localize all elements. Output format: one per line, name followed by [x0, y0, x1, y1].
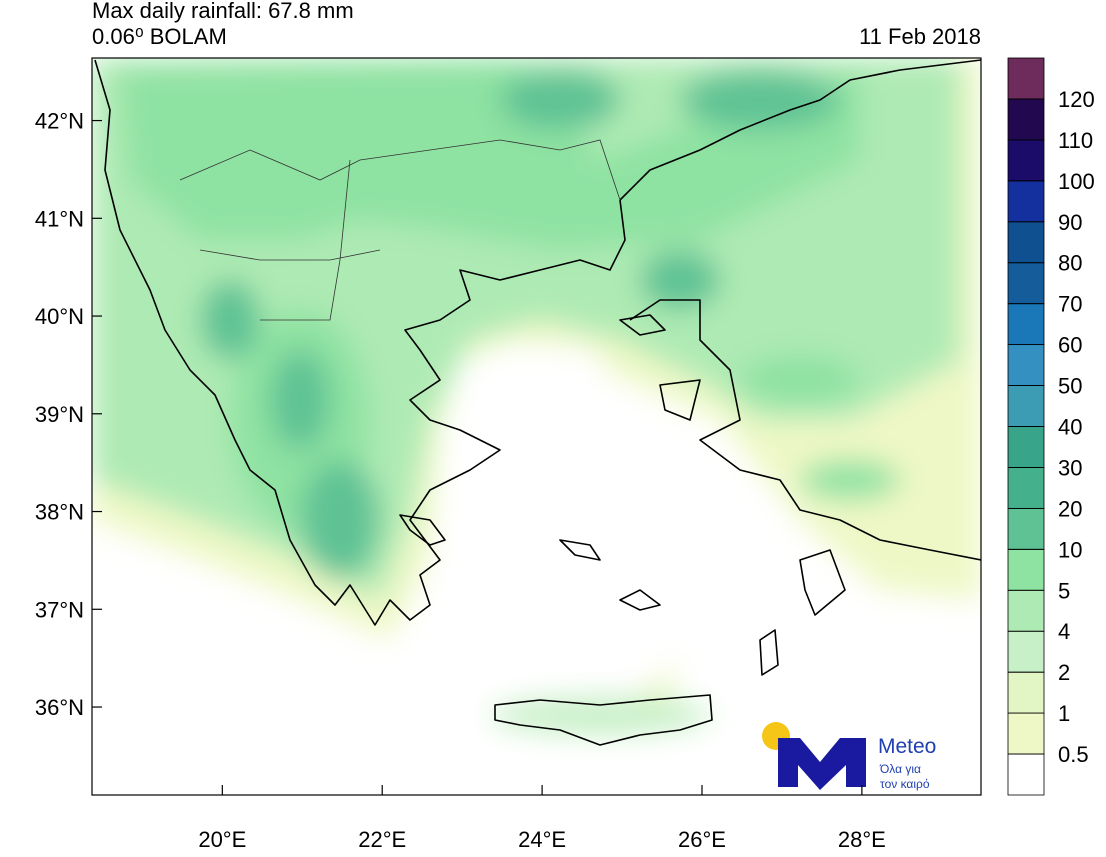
- colorbar-label: 70: [1058, 292, 1082, 317]
- colorbar-label: 50: [1058, 374, 1082, 399]
- lat-label: 42°N: [35, 109, 84, 134]
- lon-label: 28°E: [838, 827, 886, 852]
- colorbar-box: [1007, 98, 1045, 141]
- logo: Meteo Όλα για τον καιρό: [762, 722, 936, 791]
- lat-label: 39°N: [35, 402, 84, 427]
- lon-label: 22°E: [358, 827, 406, 852]
- title: Max daily rainfall: 67.8 mm: [92, 0, 354, 23]
- colorbar-label: 10: [1058, 537, 1082, 562]
- colorbar-label: 100: [1058, 169, 1095, 194]
- colorbar-box: [1007, 753, 1045, 796]
- colorbar-label: 4: [1058, 619, 1070, 644]
- colorbar-box: [1007, 344, 1045, 386]
- colorbar-box: [1007, 712, 1045, 755]
- colorbar-box: [1007, 221, 1045, 264]
- lat-label: 38°N: [35, 500, 84, 525]
- logo-tagline: τον καιρό: [880, 777, 930, 791]
- colorbar-label: 0.5: [1058, 742, 1089, 767]
- colorbar-label: 80: [1058, 251, 1082, 276]
- colorbar-label: 30: [1058, 455, 1082, 480]
- lat-label: 41°N: [35, 206, 84, 231]
- lon-label: 24°E: [518, 827, 566, 852]
- colorbar-box: [1007, 262, 1045, 305]
- colorbar-box: [1007, 507, 1045, 550]
- colorbar-box: [1007, 303, 1045, 346]
- colorbar-box: [1007, 180, 1045, 223]
- colorbar-label: 40: [1058, 415, 1082, 440]
- colorbar-box: [1007, 589, 1045, 632]
- lat-label: 40°N: [35, 304, 84, 329]
- model: 0.06⁰ BOLAM: [92, 24, 227, 49]
- colorbar-box: [1007, 139, 1045, 182]
- map: [92, 58, 981, 795]
- colorbar-label: 110: [1058, 128, 1093, 153]
- colorbar-box: [1007, 467, 1045, 509]
- colorbar-box: [1007, 630, 1045, 673]
- logo-tagline: Όλα για: [879, 762, 921, 776]
- lat-label: 37°N: [35, 597, 84, 622]
- date: 11 Feb 2018: [859, 24, 981, 49]
- lon-label: 20°E: [198, 827, 246, 852]
- colorbar-label: 60: [1058, 333, 1082, 358]
- colorbar-label: 20: [1058, 496, 1082, 521]
- colorbar-box: [1007, 671, 1045, 714]
- colorbar-label: 90: [1058, 210, 1082, 235]
- rain-field: [92, 58, 981, 735]
- colorbar-label: 120: [1058, 87, 1095, 112]
- colorbar-label: 5: [1058, 578, 1070, 603]
- logo-name: Meteo: [878, 735, 936, 758]
- colorbar-label: 2: [1058, 660, 1070, 685]
- colorbar-box: [1007, 426, 1045, 468]
- lon-label: 26°E: [678, 827, 726, 852]
- colorbar-box: [1007, 57, 1045, 100]
- colorbar-box: [1007, 548, 1045, 591]
- lat-label: 36°N: [35, 695, 84, 720]
- colorbar-box: [1007, 385, 1045, 427]
- map-frame: [91, 57, 982, 796]
- colorbar-label: 1: [1058, 701, 1070, 726]
